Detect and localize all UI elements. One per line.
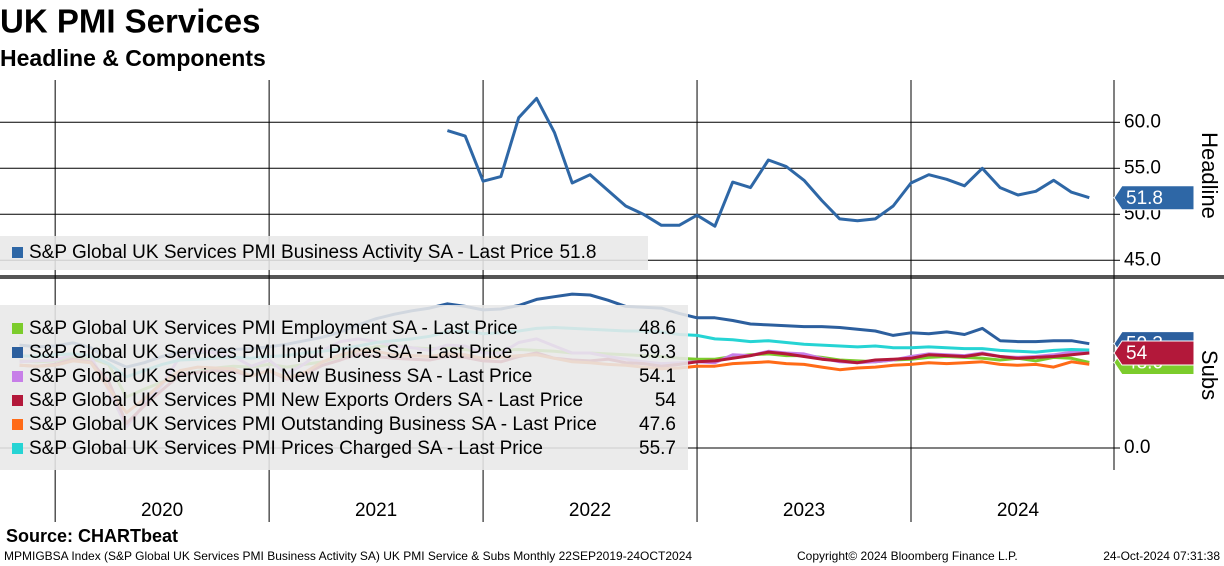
footer-description: MPMIGBSA Index (S&P Global UK Services P…: [4, 549, 692, 563]
legend-label: S&P Global UK Services PMI New Exports O…: [29, 390, 583, 411]
y-tick-label: 55.0: [1124, 157, 1161, 178]
series-line: [446, 96, 1090, 228]
legend-value: 47.6: [639, 414, 676, 435]
x-tick-label: 2022: [569, 500, 611, 521]
legend-swatch: [12, 347, 23, 358]
source: Source: CHARTbeat: [6, 526, 178, 546]
footer-copyright: Copyright© 2024 Bloomberg Finance L.P.: [797, 549, 1018, 563]
legend-box: [0, 236, 648, 270]
legend-label: S&P Global UK Services PMI New Business …: [29, 366, 532, 387]
legend-value: 54.1: [639, 366, 676, 387]
panel-divider: [0, 275, 1224, 279]
chart-subtitle: Headline & Components: [0, 45, 266, 71]
legend-swatch: [12, 419, 23, 430]
x-tick-label: 2023: [783, 500, 825, 521]
legend-value: 48.6: [639, 318, 676, 339]
legend-swatch: [12, 247, 23, 258]
x-tick-label: 2020: [141, 500, 183, 521]
legend-value: 59.3: [639, 342, 676, 363]
legend-label: S&P Global UK Services PMI Input Prices …: [29, 342, 512, 363]
last-value-label: 51.8: [1126, 188, 1163, 209]
footer-timestamp: 24-Oct-2024 07:31:38: [1103, 549, 1220, 563]
y-axis-label: Subs: [1197, 350, 1222, 400]
y-tick-label: 60.0: [1124, 111, 1161, 132]
legend-label: S&P Global UK Services PMI Prices Charge…: [29, 438, 543, 459]
legend-swatch: [12, 323, 23, 334]
legend-value: 55.7: [639, 438, 676, 459]
x-tick-label: 2021: [355, 500, 397, 521]
legend-swatch: [12, 443, 23, 454]
last-value-label: 54: [1126, 343, 1148, 364]
legend-label: S&P Global UK Services PMI Employment SA…: [29, 318, 518, 339]
x-tick-label: 2024: [997, 500, 1040, 521]
legend-value: 54: [655, 390, 677, 411]
legend-label: S&P Global UK Services PMI Business Acti…: [29, 242, 553, 263]
legend-swatch: [12, 371, 23, 382]
legend-swatch: [12, 395, 23, 406]
legend-label: S&P Global UK Services PMI Outstanding B…: [29, 414, 597, 435]
last-value-flag: [1113, 340, 1195, 366]
chart-title: UK PMI Services: [0, 3, 260, 40]
y-tick-label: 0.0: [1124, 437, 1150, 458]
y-tick-label: 45.0: [1124, 249, 1161, 270]
y-axis-label: Headline: [1197, 132, 1222, 219]
legend-box: [0, 305, 688, 470]
last-value-flag: [1113, 185, 1195, 211]
legend-value: 51.8: [559, 242, 596, 263]
